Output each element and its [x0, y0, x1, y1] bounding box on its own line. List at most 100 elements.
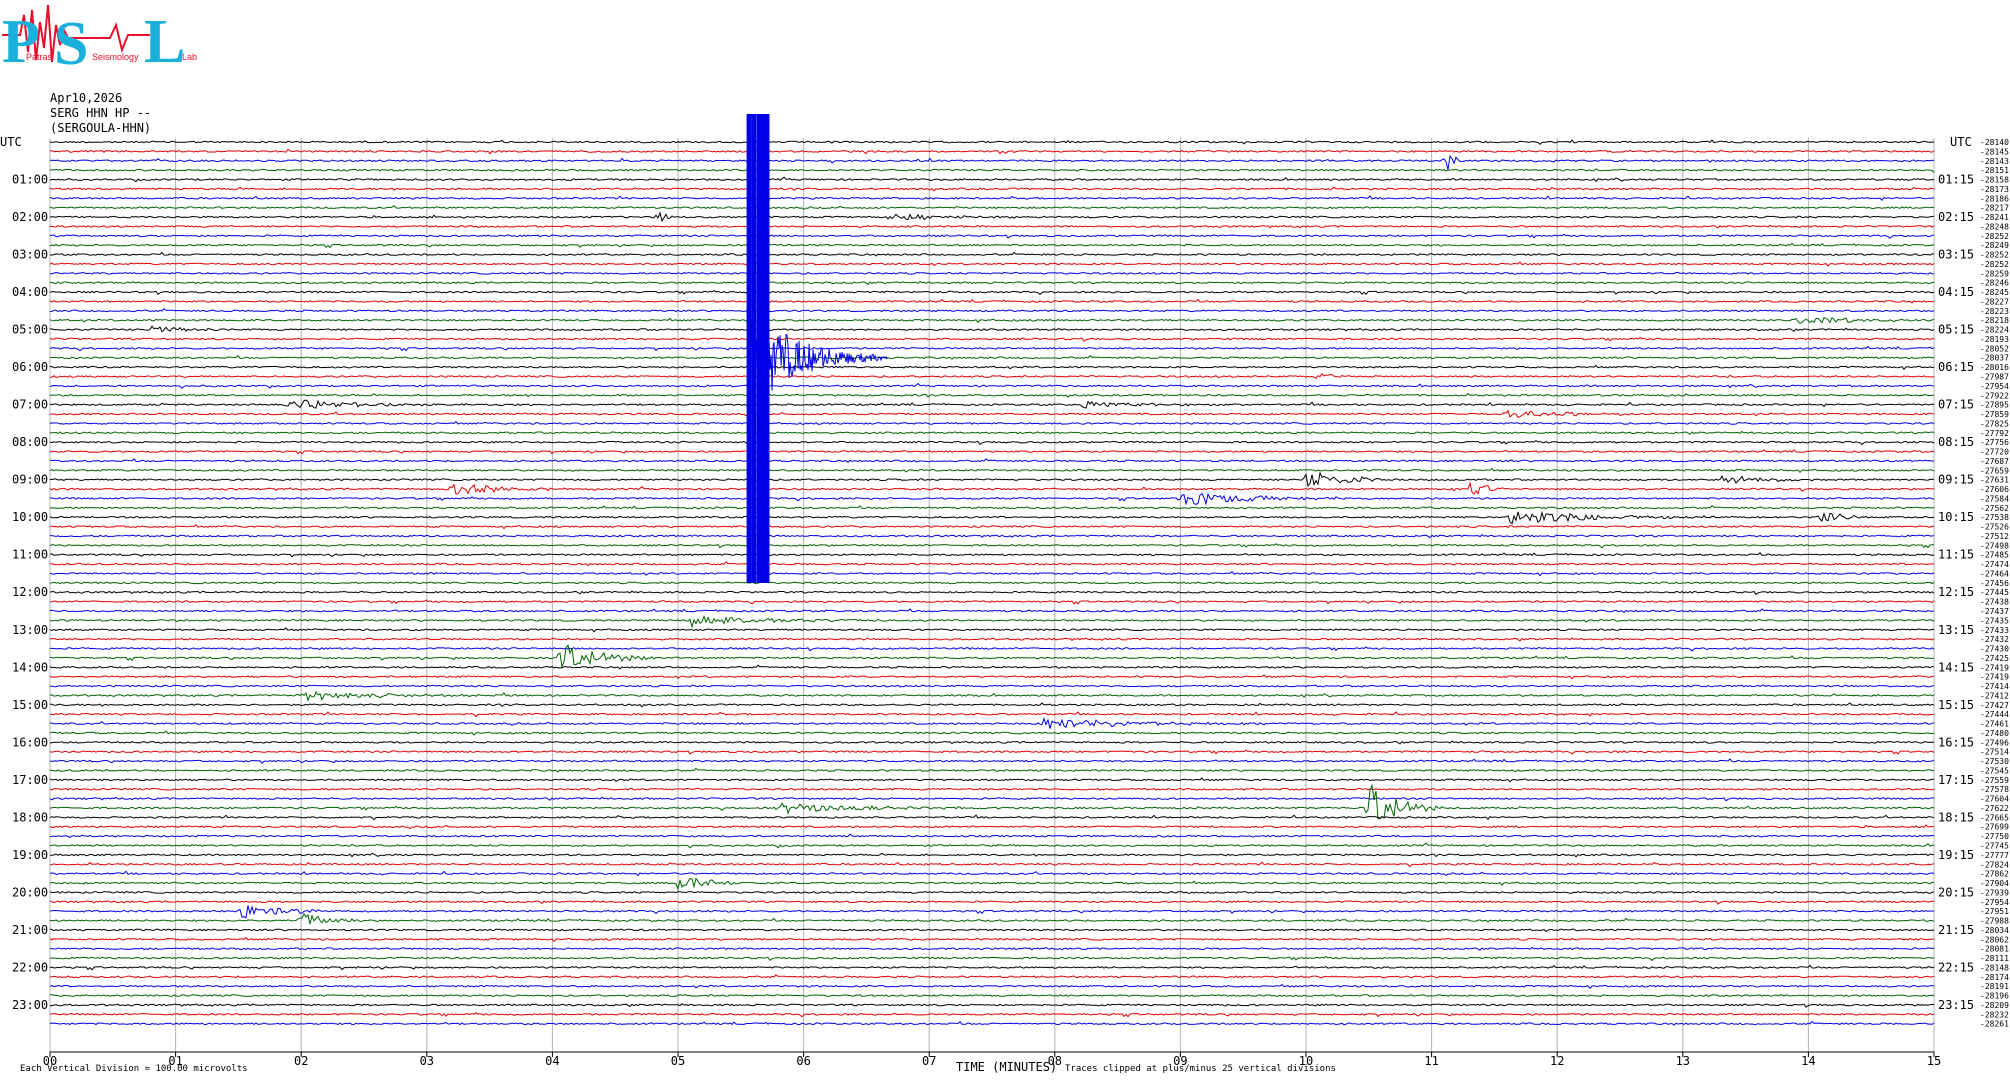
left-hour-label: 01:00 — [12, 173, 48, 187]
trace-row — [49, 430, 1935, 436]
right-hour-label: 23:15 — [1938, 998, 1974, 1012]
offset-label: -27445 — [1980, 588, 2009, 597]
right-hour-label: 19:15 — [1938, 848, 1974, 862]
left-hour-label: 13:00 — [12, 623, 48, 637]
trace-row — [49, 543, 1935, 549]
trace-row — [50, 702, 1935, 708]
x-tick-label: 15 — [1927, 1054, 1941, 1068]
offset-label: -27659 — [1980, 466, 2009, 475]
offset-label: -28252 — [1980, 251, 2009, 260]
trace-row — [49, 749, 1935, 755]
right-hour-label: 08:15 — [1938, 435, 1974, 449]
time-grid — [49, 138, 1935, 1053]
offset-label: -27825 — [1980, 419, 2009, 428]
offset-label: -28209 — [1980, 1001, 2009, 1010]
offset-label: -28145 — [1980, 147, 2009, 156]
trace-row — [49, 955, 1935, 962]
offset-label: -27512 — [1980, 532, 2009, 541]
right-hour-label: 11:15 — [1938, 548, 1974, 562]
trace-row — [49, 833, 1935, 838]
offset-label: -27862 — [1980, 870, 2009, 879]
offset-label: -27419 — [1980, 673, 2009, 682]
left-hour-label: 16:00 — [12, 735, 48, 749]
left-hour-label: 20:00 — [12, 885, 48, 899]
offset-label: -27461 — [1980, 720, 2009, 729]
trace-row — [49, 224, 1935, 229]
x-tick-label: 13 — [1676, 1054, 1690, 1068]
trace-row — [49, 382, 1935, 389]
right-hour-label: 02:15 — [1938, 210, 1974, 224]
trace-row — [49, 590, 1935, 596]
offset-label: -28249 — [1980, 241, 2009, 250]
offset-label: -27895 — [1980, 401, 2009, 410]
offset-label: -28259 — [1980, 269, 2009, 278]
offset-label: -27433 — [1980, 626, 2009, 635]
offset-label: -28191 — [1980, 982, 2009, 991]
offset-label: -27419 — [1980, 663, 2009, 672]
left-hour-label: 07:00 — [12, 398, 48, 412]
trace-row — [49, 467, 1935, 474]
trace-row — [49, 608, 1935, 614]
offset-label: -28218 — [1980, 316, 2009, 325]
right-hour-label: 20:15 — [1938, 885, 1974, 899]
utc-label-right: UTC — [1950, 135, 1972, 149]
trace-row — [49, 615, 1935, 629]
offset-label: -28173 — [1980, 185, 2009, 194]
trace-row — [49, 392, 1934, 399]
trace-row — [49, 168, 1935, 173]
offset-label: -28143 — [1980, 157, 2009, 166]
trace-row — [49, 458, 1935, 464]
trace-row — [50, 139, 1935, 145]
x-axis-label: TIME (MINUTES) — [956, 1060, 1057, 1074]
offset-label: -27699 — [1980, 823, 2009, 832]
left-hour-label: 09:00 — [12, 473, 48, 487]
offset-label: -28241 — [1980, 213, 2009, 222]
logo-letter-s: S — [54, 10, 88, 78]
x-tick-label: 10 — [1299, 1054, 1313, 1068]
trace-row — [49, 471, 1935, 488]
trace-row — [49, 674, 1935, 680]
right-hour-label: 10:15 — [1938, 510, 1974, 524]
x-tick-label: 06 — [796, 1054, 810, 1068]
offset-label: -28246 — [1980, 279, 2009, 288]
trace-row — [49, 176, 1935, 183]
offset-label: -27538 — [1980, 513, 2009, 522]
x-tick-label: 08 — [1048, 1054, 1062, 1068]
offset-label: -28245 — [1980, 288, 2009, 297]
left-hour-label: 02:00 — [12, 210, 48, 224]
offset-label: -27427 — [1980, 701, 2009, 710]
logo-word-patras: Patras — [26, 52, 53, 62]
offset-label: -27496 — [1980, 738, 2009, 747]
offset-label: -28252 — [1980, 260, 2009, 269]
logo-word-lab: Lab — [182, 52, 197, 62]
offset-label: -28252 — [1980, 232, 2009, 241]
trace-row — [50, 1003, 1935, 1008]
offset-label: -27438 — [1980, 598, 2009, 607]
right-hour-label: 18:15 — [1938, 810, 1974, 824]
trace-row — [49, 242, 1935, 249]
header-station: (SERGOULA-HHN) — [50, 121, 151, 135]
trace-row — [50, 354, 1935, 360]
right-hour-label: 01:15 — [1938, 173, 1974, 187]
trace-row — [49, 787, 1935, 791]
trace-row — [49, 205, 1935, 211]
offset-label: -27904 — [1980, 879, 2009, 888]
offset-label: -28224 — [1980, 326, 2009, 335]
logo-letter-l: L — [144, 8, 185, 76]
left-hour-label: 22:00 — [12, 960, 48, 974]
trace-row — [49, 928, 1935, 933]
trace-row — [49, 289, 1935, 296]
offset-label: -27485 — [1980, 551, 2009, 560]
logo-word-seismology: Seismology — [92, 52, 139, 62]
offset-label: -27604 — [1980, 795, 2009, 804]
trace-row — [50, 325, 1935, 333]
left-hour-label: 11:00 — [12, 548, 48, 562]
left-hour-label: 04:00 — [12, 285, 48, 299]
trace-row — [49, 581, 1935, 585]
trace-row — [49, 905, 1935, 919]
trace-row — [49, 449, 1935, 455]
trace-row — [50, 946, 1935, 951]
trace-row — [49, 439, 1935, 446]
offset-label: -27559 — [1980, 776, 2009, 785]
